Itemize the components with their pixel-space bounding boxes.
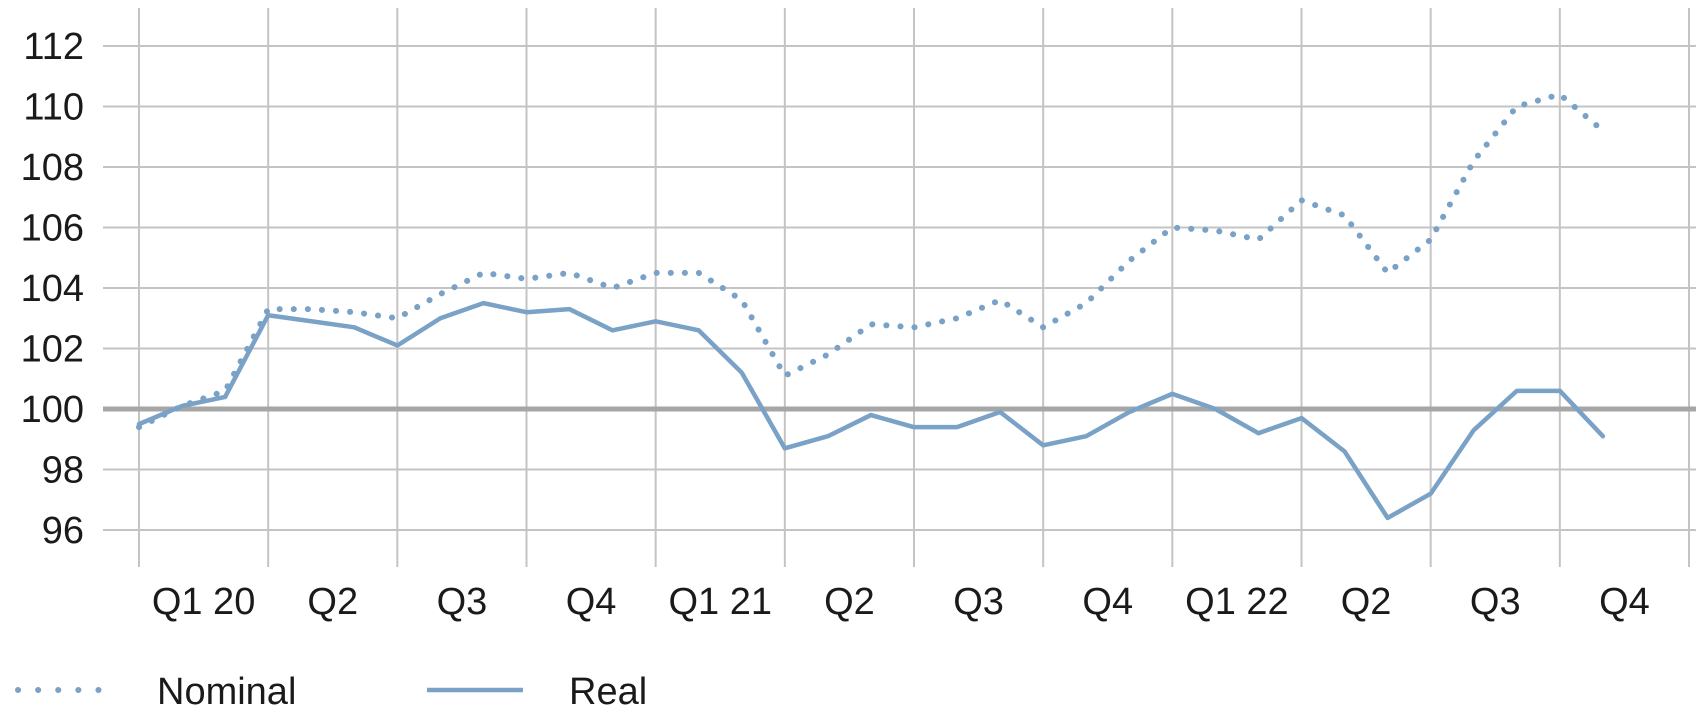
y-tick-label: 100: [21, 389, 84, 431]
y-tick-label: 96: [42, 510, 84, 552]
y-tick-label: 98: [42, 450, 84, 492]
horizontal-gridlines: [103, 45, 1696, 531]
y-tick-label: 102: [21, 329, 84, 371]
y-tick-label: 104: [21, 268, 84, 310]
x-tick-label: Q2: [1341, 581, 1392, 623]
y-tick-label: 108: [21, 147, 84, 189]
x-tick-label: Q2: [824, 581, 875, 623]
y-axis-labels: 96 98 100 102 104 106 108 110 112: [21, 26, 84, 552]
series-line-real: [136, 300, 1606, 521]
x-tick-label: Q1 21: [668, 581, 772, 623]
x-tick-label: Q2: [307, 581, 358, 623]
x-axis-labels: Q1 20 Q2 Q3 Q4 Q1 21 Q2 Q3 Q4 Q1 22 Q2 Q3 Q4: [152, 581, 1650, 623]
series-layer: [136, 91, 1606, 521]
series-line-nominal: [136, 91, 1606, 431]
y-tick-label: 112: [23, 26, 84, 68]
x-tick-label: Q1 22: [1185, 581, 1289, 623]
x-tick-label: Q3: [953, 581, 1004, 623]
legend-label-nominal: Nominal: [157, 671, 296, 711]
y-tick-label: 110: [23, 87, 84, 129]
x-tick-label: Q4: [566, 581, 617, 623]
x-tick-label: Q3: [437, 581, 488, 623]
x-tick-label: Q4: [1599, 581, 1650, 623]
x-tick-label: Q1 20: [152, 581, 256, 623]
y-tick-label: 106: [21, 208, 84, 250]
legend-label-real: Real: [569, 671, 647, 711]
x-tick-label: Q3: [1470, 581, 1521, 623]
x-tick-label: Q4: [1082, 581, 1133, 623]
legend: Nominal Real: [15, 671, 647, 711]
